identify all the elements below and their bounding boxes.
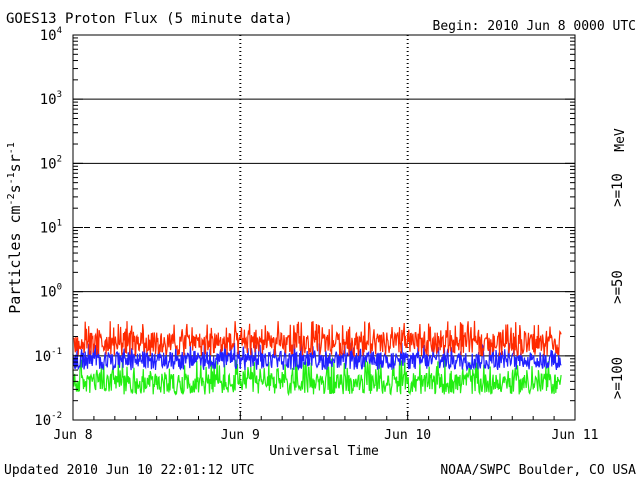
y-tick-label: 10-1 xyxy=(34,347,62,365)
legend-unit: MeV xyxy=(613,128,628,152)
plot-frame xyxy=(72,34,576,421)
series-line-10mev xyxy=(72,320,562,358)
y-tick-label: 102 xyxy=(40,154,62,172)
legend-item-100mev: >=100 xyxy=(610,357,626,399)
begin-time: Begin: 2010 Jun 8 0000 UTC xyxy=(433,19,637,34)
updated-time: Updated 2010 Jun 10 22:01:12 UTC xyxy=(4,463,254,478)
y-axis-ticks: 10-2 10-1 100 101 102 103 104 xyxy=(34,26,575,429)
y-tick-label: 101 xyxy=(40,219,62,237)
x-tick-label: Jun 10 xyxy=(384,428,431,443)
y-tick-label: 100 xyxy=(40,283,62,301)
x-tick-label: Jun 9 xyxy=(221,428,260,443)
x-tick-label: Jun 11 xyxy=(552,428,599,443)
legend-item-10mev: >=10 xyxy=(610,173,626,207)
legend: MeV >=10 >=50 >=100 xyxy=(610,128,628,399)
source-credit: NOAA/SWPC Boulder, CO USA xyxy=(440,463,636,478)
y-tick-label: 10-2 xyxy=(34,411,62,429)
x-axis-ticks: Jun 8 Jun 9 Jun 10 Jun 11 xyxy=(53,412,598,443)
y-axis-label: Particles cm-2s-1sr-1 xyxy=(6,142,24,314)
series-line-50mev xyxy=(72,342,562,372)
y-tick-label: 104 xyxy=(40,26,62,44)
y-tick-label: 103 xyxy=(40,90,62,108)
series-line-100mev xyxy=(72,358,562,397)
series-layer xyxy=(72,320,562,397)
legend-item-50mev: >=50 xyxy=(610,270,626,304)
x-tick-label: Jun 8 xyxy=(53,428,92,443)
x-axis-label: Universal Time xyxy=(269,444,379,459)
chart-title: GOES13 Proton Flux (5 minute data) xyxy=(6,11,293,27)
